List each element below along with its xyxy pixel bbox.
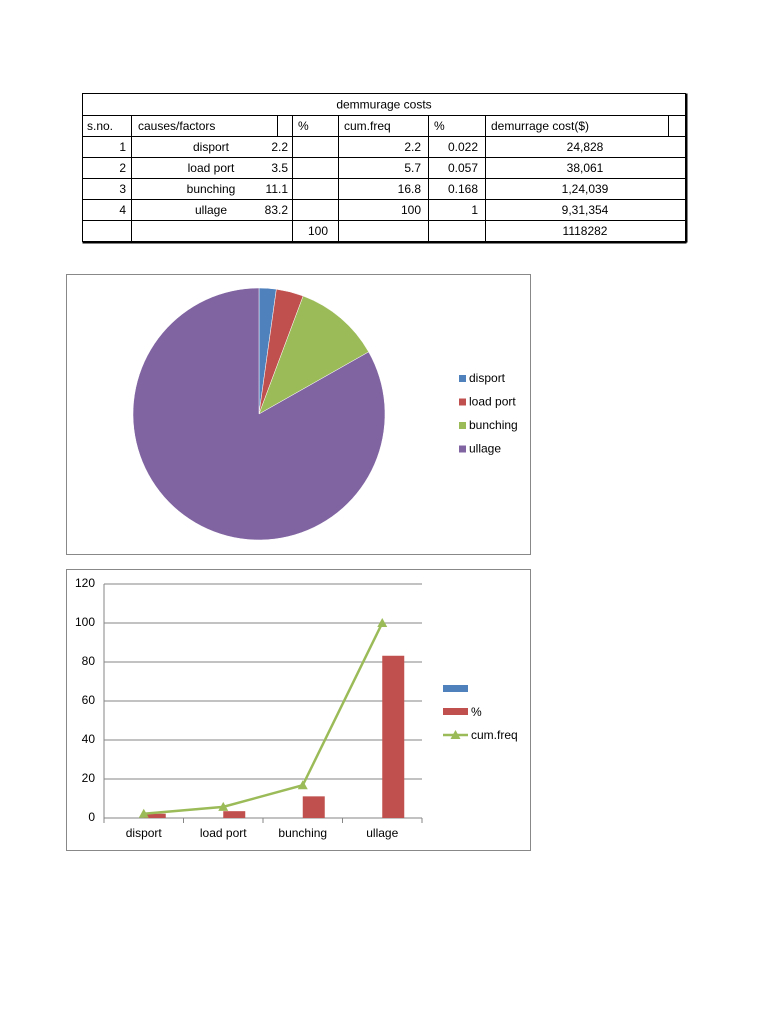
table-cell: 83.2 [265, 203, 289, 217]
line-marker [297, 780, 308, 790]
table-total: 100 [308, 224, 328, 238]
table-cell: 2 [119, 161, 126, 175]
y-tick-label: 120 [75, 576, 95, 590]
table-header: cum.freq [344, 119, 391, 133]
table-header: % [298, 119, 309, 133]
table-total: 1118282 [563, 224, 608, 238]
table-cell: 1 [119, 140, 126, 154]
pie-slice [258, 295, 369, 415]
x-tick-label: ullage [366, 826, 398, 840]
table-header: % [434, 119, 445, 133]
legend-label: % [471, 705, 482, 719]
table-cell: 2.2 [271, 140, 288, 154]
line-marker [377, 618, 388, 627]
table-header: demurrage cost($) [491, 119, 589, 133]
legend-label: disport [469, 371, 506, 385]
table-cell: 1,24,039 [562, 182, 609, 196]
y-tick-label: 80 [82, 654, 96, 668]
table-title: demmurage costs [336, 98, 431, 112]
legend-swatch [459, 375, 466, 382]
legend-swatch [459, 422, 466, 429]
legend-swatch [459, 445, 466, 453]
legend-swatch [443, 708, 468, 715]
bar [143, 813, 166, 818]
legend-swatch [450, 730, 461, 739]
table-cell: 1 [471, 203, 478, 217]
table-cell: 38,061 [567, 161, 604, 175]
bar [302, 796, 325, 818]
table-cell: 0.022 [448, 140, 478, 154]
line-marker [218, 801, 229, 811]
y-tick-label: 100 [75, 615, 95, 629]
pie-slice [132, 287, 386, 541]
table-header: s.no. [87, 119, 113, 133]
y-tick-label: 0 [88, 810, 95, 824]
table-cell: 16.8 [398, 182, 422, 196]
line-marker [138, 808, 149, 818]
y-tick-label: 60 [82, 693, 96, 707]
table-cell: 0.057 [448, 161, 478, 175]
table-cell: 5.7 [404, 161, 421, 175]
table-cell: load port [188, 161, 235, 175]
bar [382, 655, 405, 818]
table-cell: disport [193, 140, 230, 154]
table-cell: 2.2 [404, 140, 421, 154]
table-cell: 100 [401, 203, 421, 217]
legend-label: cum.freq [471, 728, 518, 742]
x-tick-label: disport [126, 826, 163, 840]
table-cell: 11.1 [266, 182, 289, 196]
table-cell: bunching [187, 182, 236, 196]
bar [223, 811, 246, 818]
y-tick-label: 40 [82, 732, 96, 746]
table-cell: 24,828 [567, 140, 604, 154]
table-cell: 0.168 [448, 182, 478, 196]
legend-swatch [443, 685, 468, 692]
x-tick-label: load port [200, 826, 247, 840]
table-cell: 9,31,354 [562, 203, 609, 217]
table-cell: ullage [195, 203, 227, 217]
table-cell: 4 [119, 203, 126, 217]
table-cell: 3 [119, 182, 126, 196]
table-cell: 3.5 [271, 161, 288, 175]
legend-label: ullage [469, 442, 501, 456]
x-tick-label: bunching [278, 826, 327, 840]
table-header: causes/factors [138, 119, 215, 133]
legend-label: load port [469, 395, 516, 409]
y-tick-label: 20 [82, 771, 96, 785]
legend-swatch [459, 398, 466, 406]
line-series [143, 622, 384, 815]
legend-label: bunching [469, 418, 518, 432]
